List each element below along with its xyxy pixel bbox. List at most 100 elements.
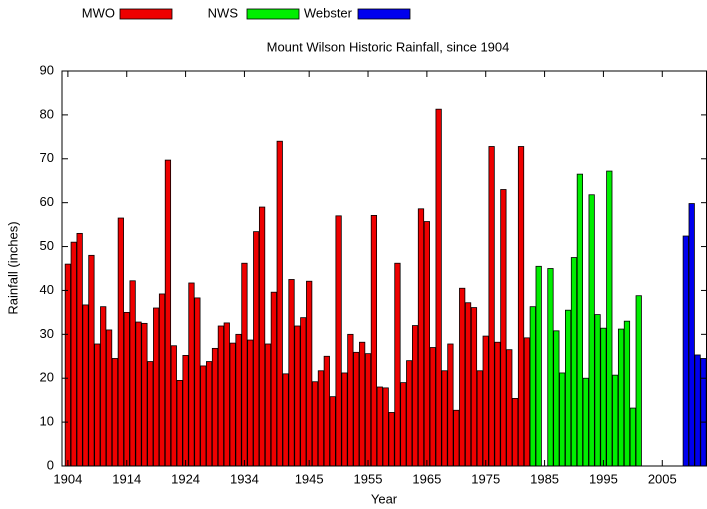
bar — [447, 343, 454, 467]
bar — [270, 291, 277, 467]
chart-title: Mount Wilson Historic Rainfall, since 19… — [267, 39, 510, 54]
bar — [523, 337, 531, 467]
bar — [353, 351, 360, 467]
bar — [464, 302, 472, 467]
bar — [341, 372, 348, 467]
bar — [635, 295, 642, 467]
bar — [258, 206, 266, 467]
bar — [694, 354, 701, 467]
bar — [100, 306, 107, 467]
bar — [441, 370, 448, 467]
bar — [559, 372, 566, 467]
bar — [682, 235, 689, 467]
y-tick-label: 60 — [40, 194, 54, 209]
bar — [164, 159, 172, 467]
bar — [153, 307, 160, 467]
x-tick-label: 1975 — [471, 471, 500, 486]
bar — [135, 321, 142, 467]
bar — [629, 407, 636, 467]
bar — [129, 280, 136, 467]
x-tick-label: 1904 — [53, 471, 82, 486]
bar — [194, 297, 201, 467]
bar — [500, 189, 507, 467]
y-tick-label: 30 — [40, 326, 54, 341]
bar — [688, 203, 695, 467]
bar — [617, 328, 625, 467]
bar — [229, 342, 236, 467]
x-tick-label: 2005 — [648, 471, 677, 486]
bar — [294, 325, 301, 467]
bar — [470, 307, 478, 467]
bar — [494, 341, 501, 467]
bar — [570, 257, 578, 467]
bar — [588, 194, 595, 467]
bar — [105, 329, 113, 467]
bar — [329, 396, 336, 467]
bar — [359, 341, 366, 467]
bar — [453, 409, 460, 467]
bar — [88, 254, 95, 467]
bar — [94, 343, 101, 467]
bar — [323, 355, 330, 467]
legend-swatch — [119, 8, 173, 20]
bar — [311, 381, 319, 467]
bar — [364, 353, 372, 467]
x-tick-label: 1995 — [589, 471, 618, 486]
legend-label: MWO — [82, 5, 115, 20]
bar — [253, 231, 260, 467]
bar — [306, 280, 313, 467]
bar — [235, 333, 242, 467]
bar — [606, 170, 613, 467]
bar — [612, 374, 619, 467]
bar — [64, 263, 71, 467]
bar — [547, 268, 554, 467]
bar — [170, 345, 177, 467]
bar — [400, 382, 407, 467]
bar — [459, 287, 466, 467]
bar — [223, 322, 230, 467]
bar — [512, 398, 519, 467]
bar — [553, 330, 560, 467]
bar — [429, 347, 436, 467]
legend-swatch — [357, 8, 411, 20]
y-tick-label: 70 — [40, 150, 54, 165]
bar — [488, 146, 495, 467]
bar — [565, 309, 572, 467]
y-tick-label: 0 — [47, 457, 54, 472]
bar — [576, 173, 583, 467]
bar — [517, 146, 525, 467]
x-tick-label: 1955 — [354, 471, 383, 486]
x-tick-label: 1945 — [295, 471, 324, 486]
legend-label: Webster — [304, 5, 353, 20]
bar — [600, 327, 607, 467]
bar — [594, 314, 601, 467]
y-tick-label: 20 — [40, 370, 54, 385]
x-tick-label: 1934 — [230, 471, 259, 486]
bar — [388, 412, 395, 467]
x-tick-label: 1985 — [530, 471, 559, 486]
bar — [147, 361, 154, 467]
y-tick-label: 80 — [40, 106, 54, 121]
bar — [247, 339, 254, 467]
bar — [206, 361, 213, 467]
y-tick-label: 50 — [40, 238, 54, 253]
y-axis-label: Rainfall (inches) — [5, 221, 20, 314]
bar — [82, 304, 89, 467]
y-tick-label: 40 — [40, 282, 54, 297]
bar — [370, 214, 378, 467]
legend-label: NWS — [208, 5, 239, 20]
bar — [582, 377, 589, 467]
bar — [317, 370, 325, 467]
bar — [158, 293, 166, 467]
x-tick-label: 1914 — [112, 471, 141, 486]
bar — [435, 108, 442, 467]
bar — [476, 370, 483, 467]
bar — [700, 358, 707, 467]
bar — [535, 265, 542, 467]
bar — [76, 232, 83, 467]
bar — [123, 311, 130, 467]
legend-swatch — [246, 8, 300, 20]
bar — [176, 380, 183, 467]
bar — [506, 349, 513, 467]
